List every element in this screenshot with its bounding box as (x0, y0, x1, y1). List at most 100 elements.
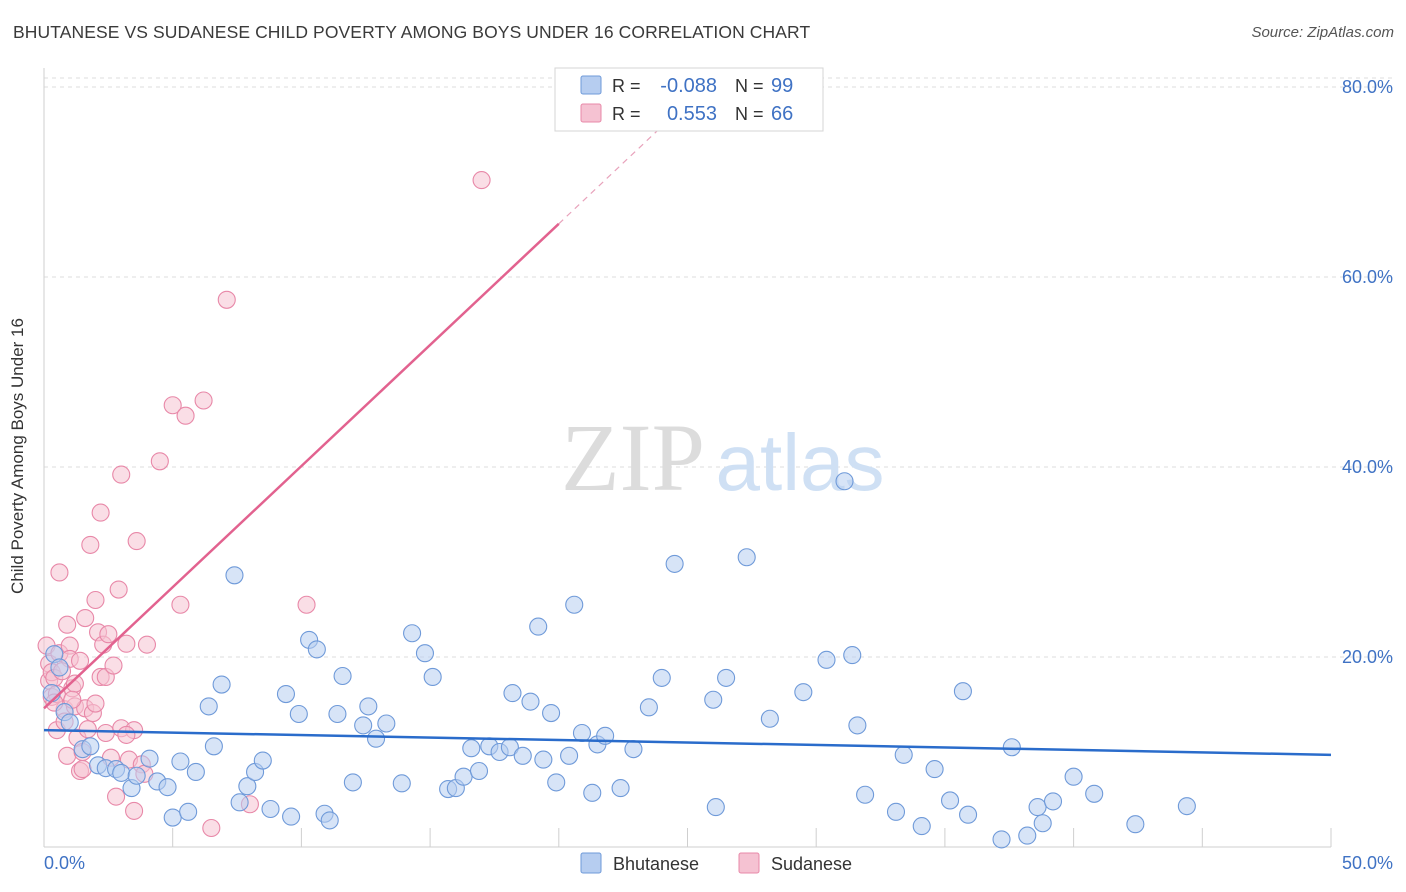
point-bhutanese (50, 658, 69, 677)
bottom-legend-swatch-sudanese (738, 852, 760, 874)
watermark-atlas: atlas (716, 418, 885, 507)
point-sudanese (125, 801, 144, 820)
point-bhutanese (289, 704, 308, 724)
point-sudanese (176, 406, 195, 425)
point-bhutanese (158, 778, 177, 797)
point-bhutanese (112, 763, 131, 782)
point-bhutanese (503, 684, 522, 703)
y-tick-label: 40.0% (1342, 457, 1393, 477)
point-sudanese (50, 563, 69, 582)
point-bhutanese (652, 668, 671, 687)
point-bhutanese (307, 640, 326, 659)
bottom-legend-label-sudanese: Sudanese (771, 854, 852, 874)
series-bhutanese (42, 472, 1196, 849)
legend-n-value: 99 (771, 75, 793, 97)
legend-swatch-sudanese (580, 103, 602, 123)
point-sudanese (163, 396, 182, 415)
point-bhutanese (212, 675, 231, 694)
point-bhutanese (529, 617, 548, 636)
point-sudanese (58, 615, 77, 634)
point-sudanese (70, 651, 90, 670)
point-bhutanese (953, 682, 972, 701)
point-bhutanese (1018, 826, 1037, 845)
gridlines (44, 77, 1392, 658)
point-bhutanese (624, 740, 643, 759)
point-bhutanese (359, 697, 378, 716)
point-bhutanese (204, 737, 223, 756)
watermark-zip: ZIP (561, 404, 705, 511)
point-bhutanese (377, 714, 396, 733)
point-bhutanese (760, 709, 779, 728)
point-bhutanese (856, 785, 875, 804)
point-bhutanese (230, 793, 249, 812)
legend-n-label: N = (735, 104, 764, 124)
point-bhutanese (253, 751, 272, 770)
point-sudanese (104, 656, 123, 675)
point-bhutanese (835, 472, 854, 491)
point-sudanese (86, 694, 105, 713)
point-sudanese (112, 465, 131, 484)
legend-r-value: -0.088 (660, 75, 717, 97)
point-sudanese (81, 535, 100, 554)
point-bhutanese (1064, 767, 1083, 786)
point-sudanese (472, 171, 491, 190)
point-bhutanese (737, 548, 756, 567)
point-bhutanese (894, 745, 913, 764)
point-bhutanese (454, 767, 473, 786)
point-sudanese (171, 595, 190, 614)
legend-n-value: 66 (771, 103, 793, 125)
point-sudanese (150, 452, 169, 471)
point-bhutanese (333, 666, 352, 686)
point-bhutanese (186, 762, 205, 782)
point-bhutanese (794, 683, 813, 702)
point-bhutanese (565, 595, 584, 614)
point-bhutanese (354, 716, 373, 735)
legend-r-label: R = (612, 76, 641, 96)
watermark: ZIP atlas (561, 404, 884, 511)
point-bhutanese (415, 644, 435, 663)
point-bhutanese (706, 798, 725, 817)
point-sudanese (117, 725, 136, 744)
point-bhutanese (81, 737, 100, 756)
point-bhutanese (403, 624, 422, 643)
point-bhutanese (665, 554, 684, 573)
point-bhutanese (992, 830, 1011, 849)
point-sudanese (91, 503, 110, 522)
point-sudanese (217, 290, 236, 309)
point-sudanese (99, 625, 118, 644)
point-bhutanese (1126, 815, 1145, 834)
trend-line-bhutanese (43, 728, 1332, 757)
axes (43, 68, 1332, 848)
point-bhutanese (513, 746, 532, 765)
point-bhutanese (817, 650, 836, 669)
point-bhutanese (1085, 784, 1104, 803)
point-bhutanese (1002, 738, 1021, 757)
point-bhutanese (328, 704, 347, 724)
point-bhutanese (611, 779, 630, 798)
point-bhutanese (542, 703, 561, 723)
point-bhutanese (547, 773, 566, 792)
x-tick-label: 0.0% (44, 853, 85, 873)
point-bhutanese (925, 760, 944, 779)
point-bhutanese (392, 774, 411, 793)
point-sudanese (78, 720, 97, 739)
point-bhutanese (179, 802, 198, 821)
y-tick-labels: 20.0% 40.0% 60.0% 80.0% (1342, 77, 1393, 667)
point-bhutanese (639, 698, 658, 717)
point-bhutanese (1028, 798, 1047, 817)
point-bhutanese (462, 739, 481, 758)
point-sudanese (96, 723, 115, 743)
point-sudanese (109, 580, 128, 599)
point-bhutanese (572, 723, 592, 743)
point-bhutanese (320, 811, 339, 830)
x-tick-labels: 0.0% 50.0% (44, 853, 1393, 873)
point-bhutanese (163, 808, 182, 827)
point-bhutanese (843, 646, 862, 665)
point-bhutanese (343, 773, 362, 792)
legend-r-label: R = (612, 104, 641, 124)
chart-title: BHUTANESE VS SUDANESE CHILD POVERTY AMON… (13, 22, 811, 42)
point-bhutanese (1177, 797, 1196, 816)
point-bhutanese (171, 752, 190, 771)
y-tick-label: 20.0% (1342, 647, 1393, 667)
